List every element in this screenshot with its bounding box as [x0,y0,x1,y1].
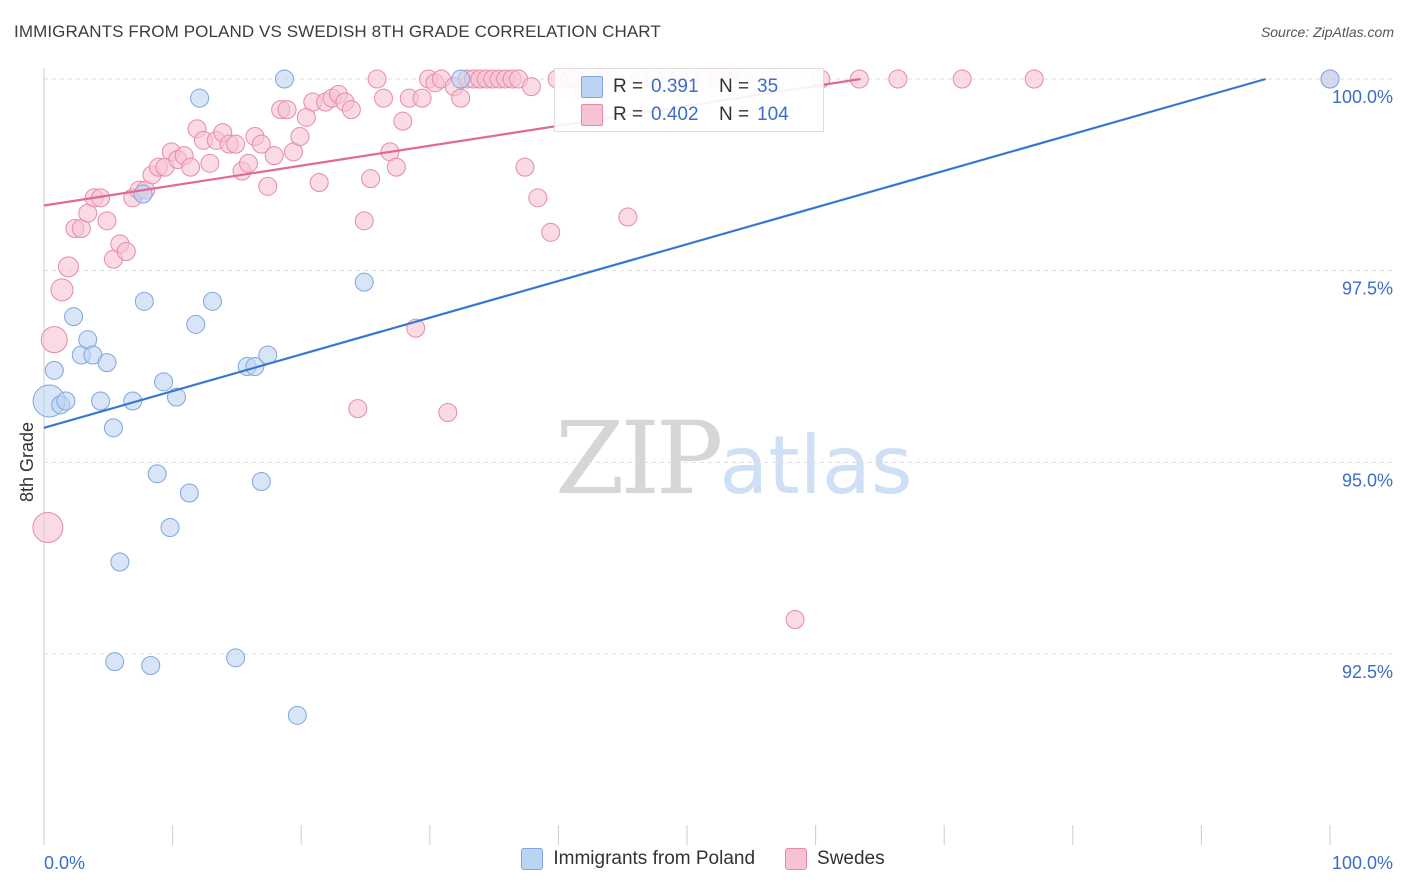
data-point-swedes [348,399,368,419]
stats-row-swedes: R = 0.402 N = 104 [555,100,789,130]
legend-swatch-swedes [785,848,808,870]
data-point-swedes [361,169,381,189]
data-point-poland [134,291,154,311]
stats-n-label: N = [719,76,750,97]
data-point-swedes [181,157,201,177]
legend-item-swedes[interactable]: Swedes [785,848,885,870]
stats-box: R = 0.391 N = 35 R = 0.402 N = 104 [554,68,824,132]
data-point-swedes [309,173,329,192]
data-point-poland [160,518,180,537]
data-point-poland [251,472,271,491]
data-point-poland [105,652,125,672]
watermark: ZIPatlas [555,400,913,517]
data-point-swedes [367,69,387,89]
stats-n-value: 35 [757,76,779,97]
data-point-swedes [1024,69,1044,89]
legend-label-poland: Immigrants from Poland [553,848,756,869]
legend-item-poland[interactable]: Immigrants from Poland [521,848,755,870]
source-label: Source: ZipAtlas.com [1260,24,1394,40]
data-point-swedes [354,211,374,231]
trendline-poland [43,77,1267,429]
data-point-poland [64,307,84,327]
data-point-swedes [618,207,638,227]
data-point-swedes [251,134,271,154]
data-point-swedes [785,610,805,629]
data-point-swedes [116,242,136,261]
stats-r-label: R = [613,76,644,97]
data-point-swedes [200,153,220,173]
data-point-swedes [451,88,471,108]
data-point-poland [103,418,123,438]
stats-swatch-poland [581,76,603,98]
data-point-swedes [226,134,246,154]
stats-swatch-swedes [581,104,603,126]
data-point-poland [110,552,130,572]
legend-swatch-poland [521,848,544,870]
data-point-swedes [57,256,79,278]
stats-r-value: 0.391 [651,76,699,97]
data-point-swedes [541,222,561,242]
data-point-swedes [393,111,413,131]
data-point-swedes [515,157,535,177]
data-point-swedes [264,146,284,166]
watermark-zip: ZIP [555,400,723,517]
data-point-poland [166,387,186,407]
data-point-swedes [277,100,297,120]
data-point-swedes [238,153,258,173]
watermark-atlas: atlas [719,419,913,512]
data-point-poland [133,184,153,204]
data-point-swedes [888,69,908,89]
stats-n-label: N = [719,104,750,125]
stats-r-value: 0.402 [651,104,699,125]
data-point-swedes [412,88,432,108]
legend: Immigrants from Poland Swedes [0,848,1406,870]
data-point-poland [451,69,471,89]
data-point-swedes [50,278,74,302]
data-point-poland [274,69,294,89]
stats-row-poland: R = 0.391 N = 35 [555,72,778,102]
data-point-poland [226,648,246,668]
data-point-poland [1320,69,1340,89]
data-point-swedes [32,512,64,543]
x-tick-label: 100.0% [1332,853,1393,873]
data-point-poland [190,88,210,108]
y-axis-title: 8th Grade [17,422,37,502]
chart-title: IMMIGRANTS FROM POLAND VS SWEDISH 8TH GR… [14,22,661,41]
data-point-poland [202,291,222,311]
data-point-poland [354,272,374,292]
data-point-swedes [521,77,541,97]
data-point-poland [97,353,117,373]
data-point-swedes [40,326,68,354]
data-point-poland [186,314,206,334]
data-point-poland [44,360,64,380]
data-point-swedes [258,176,278,196]
y-tick-label: 97.5% [1342,279,1393,299]
x-tick-label: 0.0% [44,853,85,873]
data-point-poland [287,705,307,725]
data-point-poland [147,464,167,484]
data-point-poland [56,391,76,411]
data-point-swedes [386,157,406,177]
data-point-poland [154,372,174,392]
data-point-swedes [341,100,361,120]
legend-label-swedes: Swedes [817,848,885,869]
stats-n-value: 104 [757,104,789,125]
data-point-swedes [374,88,394,108]
stats-r-label: R = [613,104,644,125]
y-tick-label: 95.0% [1342,470,1393,490]
data-point-swedes [528,188,548,208]
data-point-poland [91,391,111,411]
data-point-swedes [438,403,458,422]
data-point-poland [179,483,199,503]
data-point-poland [141,656,161,675]
data-point-swedes [290,127,310,146]
y-tick-label: 92.5% [1342,662,1393,682]
data-point-swedes [952,69,972,89]
data-point-swedes [97,211,117,231]
y-tick-label: 100.0% [1332,87,1393,107]
